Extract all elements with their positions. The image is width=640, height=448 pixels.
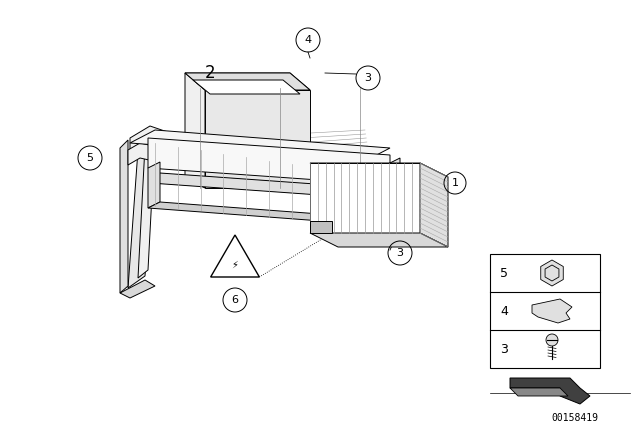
Circle shape bbox=[546, 334, 558, 346]
Polygon shape bbox=[541, 260, 563, 286]
Text: 4: 4 bbox=[500, 305, 508, 318]
Text: 3: 3 bbox=[500, 343, 508, 356]
Text: 1: 1 bbox=[451, 178, 458, 188]
Polygon shape bbox=[193, 80, 300, 94]
Polygon shape bbox=[120, 280, 155, 298]
Text: 3: 3 bbox=[397, 248, 403, 258]
Text: ⚡: ⚡ bbox=[232, 260, 239, 270]
Polygon shape bbox=[532, 299, 572, 323]
Polygon shape bbox=[310, 163, 420, 233]
Bar bbox=[490, 254, 600, 368]
Polygon shape bbox=[148, 138, 390, 185]
Polygon shape bbox=[138, 138, 155, 278]
Polygon shape bbox=[510, 388, 568, 396]
Polygon shape bbox=[185, 73, 205, 188]
Polygon shape bbox=[420, 163, 448, 247]
Text: 5: 5 bbox=[86, 153, 93, 163]
Polygon shape bbox=[310, 163, 448, 177]
Text: 5: 5 bbox=[500, 267, 508, 280]
Polygon shape bbox=[310, 221, 332, 233]
Polygon shape bbox=[211, 235, 259, 277]
Polygon shape bbox=[150, 173, 400, 200]
Polygon shape bbox=[310, 233, 448, 247]
Polygon shape bbox=[185, 73, 310, 90]
Polygon shape bbox=[388, 158, 400, 226]
Polygon shape bbox=[205, 90, 310, 188]
Text: 3: 3 bbox=[365, 73, 371, 83]
Polygon shape bbox=[150, 173, 400, 200]
Polygon shape bbox=[120, 140, 128, 293]
Polygon shape bbox=[148, 202, 400, 226]
Polygon shape bbox=[128, 138, 155, 288]
Polygon shape bbox=[130, 130, 390, 161]
Polygon shape bbox=[510, 378, 590, 404]
Polygon shape bbox=[185, 73, 310, 90]
Text: 2: 2 bbox=[205, 64, 215, 82]
Text: 6: 6 bbox=[232, 295, 239, 305]
Polygon shape bbox=[130, 126, 185, 153]
Text: 4: 4 bbox=[305, 35, 312, 45]
Polygon shape bbox=[128, 143, 185, 168]
Text: 00158419: 00158419 bbox=[552, 413, 598, 423]
Polygon shape bbox=[148, 162, 160, 208]
